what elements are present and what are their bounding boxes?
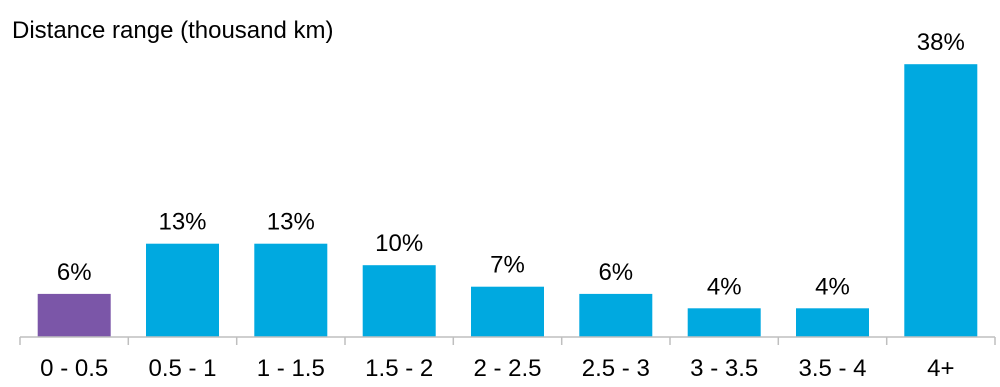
chart-title: Distance range (thousand km) — [12, 17, 334, 44]
x-tick-label-9: 4+ — [927, 355, 954, 382]
data-label-1: 6% — [57, 259, 92, 286]
data-label-8: 4% — [815, 273, 850, 300]
bar-3 — [254, 243, 328, 337]
x-tick-label-5: 2 - 2.5 — [473, 355, 541, 382]
data-label-6: 6% — [598, 259, 633, 286]
bars-group — [37, 64, 978, 337]
bar-7 — [687, 308, 761, 337]
data-label-5: 7% — [490, 252, 525, 279]
bar-5 — [471, 286, 544, 337]
bar-2 — [146, 243, 219, 337]
data-label-9: 38% — [917, 29, 965, 56]
x-axis-group — [19, 336, 996, 345]
data-label-7: 4% — [707, 273, 742, 300]
x-tick-labels-group: 0 - 0.5 0.5 - 1 1 - 1.5 1.5 - 2 2 - 2.5 2.5 -… — [40, 355, 954, 382]
x-tick-label-7: 3 - 3.5 — [690, 355, 758, 382]
x-tick-label-2: 0.5 - 1 — [148, 355, 216, 382]
data-labels-group: 6% 13% 13% 10% 7% 6% 4% 4% 38% — [57, 29, 965, 300]
bar-9 — [904, 64, 978, 337]
bar-8 — [796, 308, 869, 337]
bar-4 — [362, 265, 436, 337]
bar-6 — [579, 293, 653, 337]
data-label-3: 13% — [267, 209, 315, 236]
x-tick-label-6: 2.5 - 3 — [582, 355, 650, 382]
x-tick-label-3: 1 - 1.5 — [257, 355, 325, 382]
x-tick-label-4: 1.5 - 2 — [365, 355, 433, 382]
data-label-2: 13% — [158, 209, 206, 236]
bar-1 — [37, 293, 111, 337]
data-label-4: 10% — [375, 230, 423, 257]
x-tick-label-8: 3.5 - 4 — [798, 355, 866, 382]
x-tick-label-1: 0 - 0.5 — [40, 355, 108, 382]
